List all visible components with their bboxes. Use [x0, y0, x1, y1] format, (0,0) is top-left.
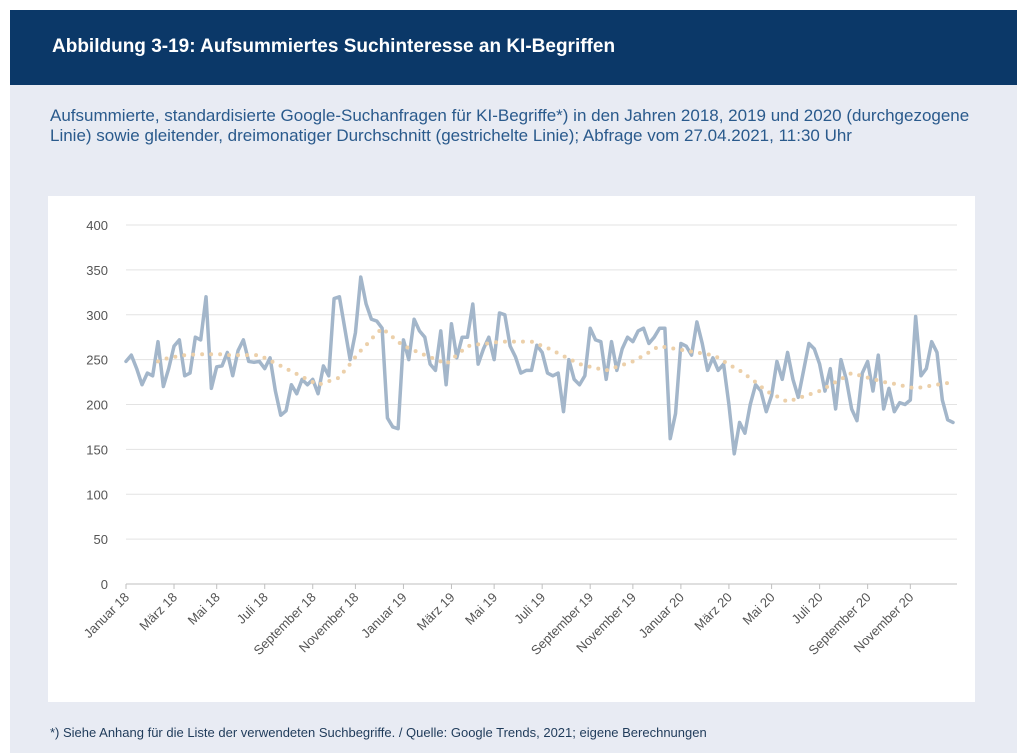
x-tick-label: Januar 18: [81, 590, 132, 641]
y-tick-label: 350: [86, 263, 108, 278]
x-tick-label: Mai 18: [185, 590, 223, 628]
x-tick-label: Juli 20: [789, 590, 826, 627]
figure-title: Abbildung 3-19: Aufsummiertes Suchintere…: [52, 36, 616, 57]
x-tick-label: Januar 19: [358, 590, 409, 641]
y-tick-label: 250: [86, 353, 108, 368]
footnote: *) Siehe Anhang für die Liste der verwen…: [50, 725, 707, 740]
x-tick-label: Mai 20: [740, 590, 778, 628]
x-tick-label: März 20: [691, 590, 735, 634]
series-line: [124, 275, 955, 456]
y-tick-label: 150: [86, 442, 108, 457]
y-tick-label: 0: [101, 577, 108, 592]
y-tick-label: 50: [94, 532, 108, 547]
x-tick-label: März 18: [136, 590, 180, 634]
series-line: [156, 326, 955, 404]
x-tick-label: Januar 20: [636, 590, 687, 641]
x-tick-label: März 19: [414, 590, 458, 634]
y-tick-label: 300: [86, 308, 108, 323]
subtitle: Aufsummierte, standardisierte Google-Suc…: [50, 106, 970, 145]
x-tick-label: Juli 18: [234, 590, 271, 627]
y-tick-label: 200: [86, 398, 108, 413]
header-bar: Abbildung 3-19: Aufsummiertes Suchintere…: [10, 10, 1017, 85]
x-tick-label: Juli 19: [511, 590, 548, 627]
y-tick-label: 400: [86, 218, 108, 233]
y-tick-label: 100: [86, 487, 108, 502]
x-tick-label: Mai 19: [462, 590, 500, 628]
